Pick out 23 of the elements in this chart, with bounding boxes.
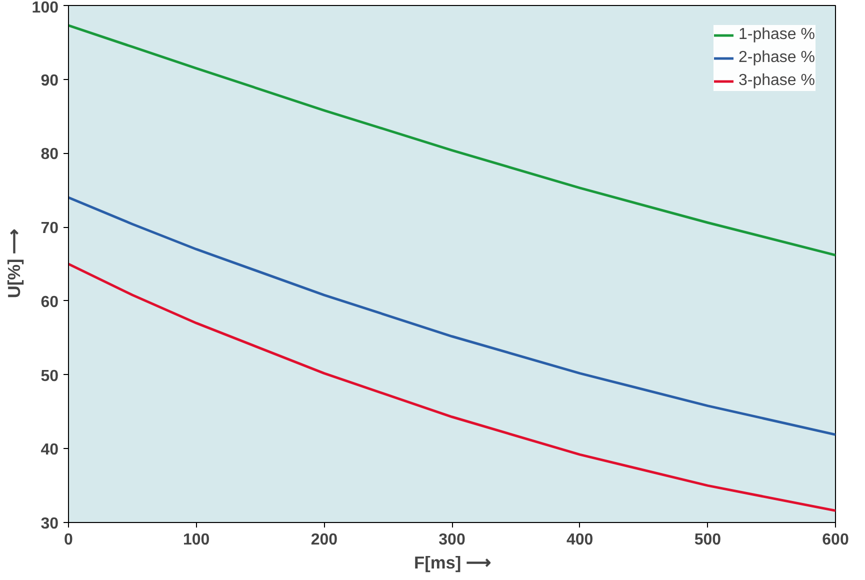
legend-label: 1-phase % bbox=[738, 26, 815, 44]
y-tick-label: 60 bbox=[40, 294, 59, 311]
x-tick-label: 300 bbox=[438, 532, 466, 548]
x-tick-label: 600 bbox=[822, 532, 849, 548]
x-tick-label: 200 bbox=[310, 532, 338, 548]
y-tick-label: 30 bbox=[40, 516, 59, 532]
line-series bbox=[68, 24, 836, 256]
y-tick-label: 50 bbox=[40, 368, 59, 385]
y-tick-label: 80 bbox=[40, 146, 59, 164]
x-tick-label: 500 bbox=[694, 532, 722, 548]
legend-label: 2-phase % bbox=[738, 49, 815, 67]
x-axis-title: F[ms] ⟶ bbox=[414, 552, 490, 572]
x-tick-label: 0 bbox=[64, 532, 74, 548]
x-tick-label: 400 bbox=[566, 532, 594, 548]
y-axis-title: U[%] ⟶ bbox=[4, 230, 24, 298]
x-tick-label: 100 bbox=[182, 532, 210, 548]
y-tick-label: 90 bbox=[40, 72, 59, 90]
legend-label: 3-phase % bbox=[738, 72, 815, 90]
line-series bbox=[68, 262, 836, 512]
y-tick-label: 100 bbox=[32, 0, 59, 16]
y-tick-label: 70 bbox=[40, 220, 59, 238]
line-series bbox=[68, 196, 836, 436]
y-tick-label: 40 bbox=[40, 442, 59, 459]
